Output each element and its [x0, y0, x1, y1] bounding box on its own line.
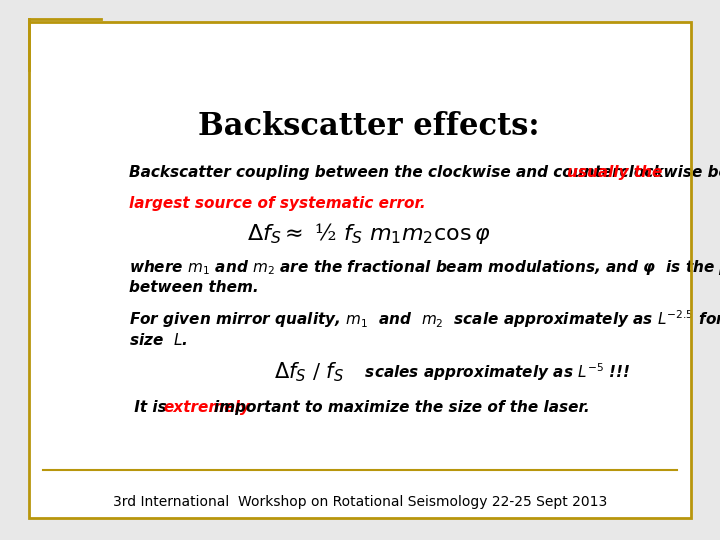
- Text: where $m_1$ and $m_2$ are the fractional beam modulations, and φ  is the phase a: where $m_1$ and $m_2$ are the fractional…: [129, 258, 720, 294]
- Text: extremely: extremely: [163, 400, 251, 415]
- Text: $\Delta f_S \approx$ ½ $f_S \ m_1 m_2 \cos \varphi$: $\Delta f_S \approx$ ½ $f_S \ m_1 m_2 \c…: [247, 221, 491, 246]
- Text: For given mirror quality, $m_1$  and  $m_2$  scale approximately as $L^{-2.5}$ f: For given mirror quality, $m_1$ and $m_2…: [129, 308, 720, 348]
- Text: It is: It is: [129, 400, 172, 415]
- Text: important to maximize the size of the laser.: important to maximize the size of the la…: [214, 400, 590, 415]
- Text: usually the: usually the: [567, 165, 662, 180]
- Text: Backscatter coupling between the clockwise and counterclockwise beams is: Backscatter coupling between the clockwi…: [129, 165, 720, 180]
- Text: largest source of systematic error.: largest source of systematic error.: [129, 196, 426, 211]
- Text: $\Delta f_S$ / $f_S$: $\Delta f_S$ / $f_S$: [274, 360, 344, 383]
- Text: Backscatter effects:: Backscatter effects:: [198, 111, 540, 141]
- Text: scales approximately as $L^{-5}$ !!!: scales approximately as $L^{-5}$ !!!: [349, 361, 631, 382]
- Text: 3rd International  Workshop on Rotational Seismology 22-25 Sept 2013: 3rd International Workshop on Rotational…: [113, 495, 607, 509]
